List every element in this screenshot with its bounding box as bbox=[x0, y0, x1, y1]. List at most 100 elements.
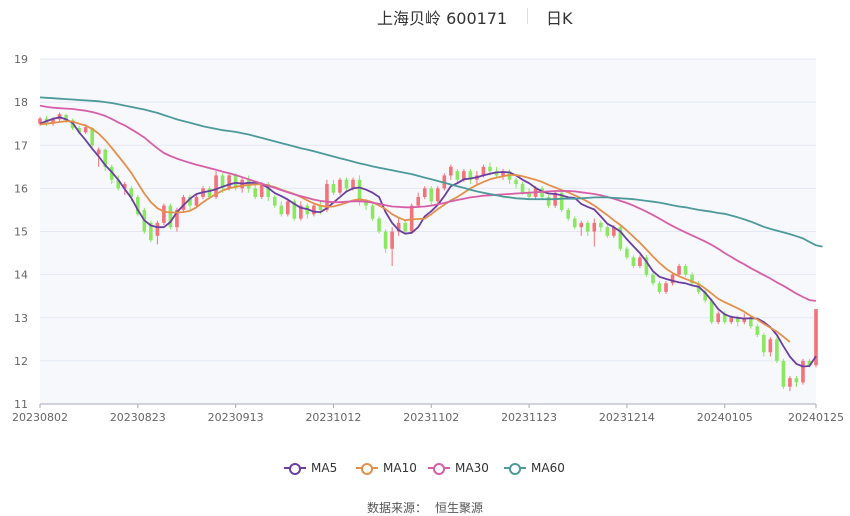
candle-body bbox=[807, 360, 812, 366]
candle-body bbox=[520, 184, 525, 193]
ma60-legend-icon bbox=[504, 463, 526, 475]
candle-body bbox=[755, 326, 760, 335]
candle-body bbox=[338, 179, 342, 193]
candle-body bbox=[788, 378, 792, 387]
ma30-legend-icon bbox=[428, 463, 450, 475]
candle-body bbox=[709, 300, 714, 323]
candle-body bbox=[162, 205, 166, 223]
x-tick-label: 20230802 bbox=[12, 411, 68, 424]
candle-body bbox=[599, 222, 603, 228]
candle-body bbox=[416, 197, 421, 206]
legend-item-ma60[interactable]: MA60 bbox=[504, 459, 565, 477]
candle-body bbox=[462, 171, 466, 180]
candle-body bbox=[664, 283, 668, 292]
candle-body bbox=[364, 201, 368, 206]
candle-body bbox=[514, 179, 518, 185]
candle-body bbox=[775, 339, 779, 361]
candle-body bbox=[579, 222, 584, 228]
candle-body bbox=[716, 313, 720, 323]
candle-body bbox=[396, 222, 401, 232]
candle-body bbox=[618, 227, 623, 249]
legend-item-ma5[interactable]: MA5 bbox=[284, 459, 337, 477]
title-separator bbox=[527, 8, 528, 24]
legend: MA5 MA10 MA30 MA60 bbox=[0, 459, 850, 477]
candle-body bbox=[690, 274, 694, 284]
candle-body bbox=[742, 317, 747, 323]
candle-body bbox=[435, 188, 440, 202]
y-tick-label: 11 bbox=[14, 398, 28, 411]
candle-body bbox=[175, 209, 179, 228]
y-tick-label: 13 bbox=[14, 312, 28, 325]
candle-body bbox=[155, 222, 160, 236]
legend-item-ma30[interactable]: MA30 bbox=[428, 459, 489, 477]
candle-body bbox=[357, 179, 362, 202]
candle-body bbox=[481, 166, 486, 176]
x-tick-label: 20231214 bbox=[599, 411, 655, 424]
candle-body bbox=[312, 205, 316, 215]
candle-body bbox=[116, 179, 121, 189]
legend-label-ma5: MA5 bbox=[311, 461, 338, 475]
legend-item-ma10[interactable]: MA10 bbox=[356, 459, 417, 477]
candle-body bbox=[748, 317, 753, 327]
candle-body bbox=[253, 188, 257, 197]
candle-body bbox=[501, 171, 505, 176]
y-tick-label: 12 bbox=[14, 355, 28, 368]
candle-body bbox=[794, 378, 799, 383]
candle-body bbox=[612, 227, 616, 236]
y-tick-label: 17 bbox=[14, 139, 28, 152]
ma60-line bbox=[39, 96, 823, 248]
candle-body bbox=[735, 317, 740, 323]
candle-body bbox=[292, 201, 297, 219]
candle-body bbox=[422, 188, 427, 197]
candle-body bbox=[318, 205, 323, 210]
candle-body bbox=[64, 115, 68, 121]
period-label[interactable]: 日K bbox=[546, 9, 573, 28]
x-tick-label: 20240125 bbox=[788, 411, 844, 424]
source-name: 恒生聚源 bbox=[435, 501, 484, 515]
candle-body bbox=[103, 149, 108, 167]
candle-body bbox=[214, 175, 218, 197]
ma10-line bbox=[39, 120, 791, 343]
y-tick-label: 18 bbox=[14, 96, 28, 109]
candle-body bbox=[38, 118, 42, 124]
candle-body bbox=[51, 119, 55, 124]
candle-body bbox=[683, 266, 688, 275]
candle-body bbox=[625, 248, 629, 258]
x-tick-label: 20230913 bbox=[208, 411, 264, 424]
ma10-legend-icon bbox=[356, 463, 378, 475]
x-tick-label: 20231123 bbox=[501, 411, 557, 424]
candle-body bbox=[631, 257, 636, 266]
x-tick-label: 20230823 bbox=[110, 411, 166, 424]
candle-body bbox=[781, 360, 786, 387]
source-label: 数据来源： bbox=[366, 501, 427, 515]
data-source: 数据来源： 恒生聚源 bbox=[0, 499, 850, 516]
candle-body bbox=[370, 205, 375, 219]
candle-body bbox=[227, 175, 231, 189]
ma5-legend-icon bbox=[284, 463, 306, 475]
legend-label-ma60: MA60 bbox=[531, 461, 565, 475]
candle-body bbox=[168, 205, 173, 228]
candle-body bbox=[129, 188, 134, 197]
y-tick-label: 14 bbox=[14, 269, 28, 282]
legend-label-ma30: MA30 bbox=[455, 461, 489, 475]
candle-body bbox=[670, 274, 675, 284]
candle-body bbox=[390, 231, 394, 249]
x-tick-label: 20231012 bbox=[305, 411, 361, 424]
y-tick-label: 15 bbox=[14, 226, 28, 239]
kline-chart[interactable]: 11 12 13 14 15 16 17 18 19 20230802 20230823 202309… bbox=[0, 0, 850, 450]
candle-body bbox=[272, 197, 277, 206]
candle-body bbox=[592, 222, 597, 232]
candle-body bbox=[285, 201, 290, 215]
candle-body bbox=[429, 188, 434, 202]
candle-body bbox=[546, 197, 551, 206]
candle-body bbox=[383, 231, 388, 249]
candle-body bbox=[768, 339, 773, 353]
candle-body bbox=[96, 149, 101, 154]
candle-body bbox=[207, 188, 212, 197]
legend-label-ma10: MA10 bbox=[383, 461, 417, 475]
candle-body bbox=[136, 197, 140, 215]
candle-body bbox=[455, 171, 460, 180]
candle-body bbox=[762, 335, 766, 353]
candle-body bbox=[657, 283, 662, 292]
